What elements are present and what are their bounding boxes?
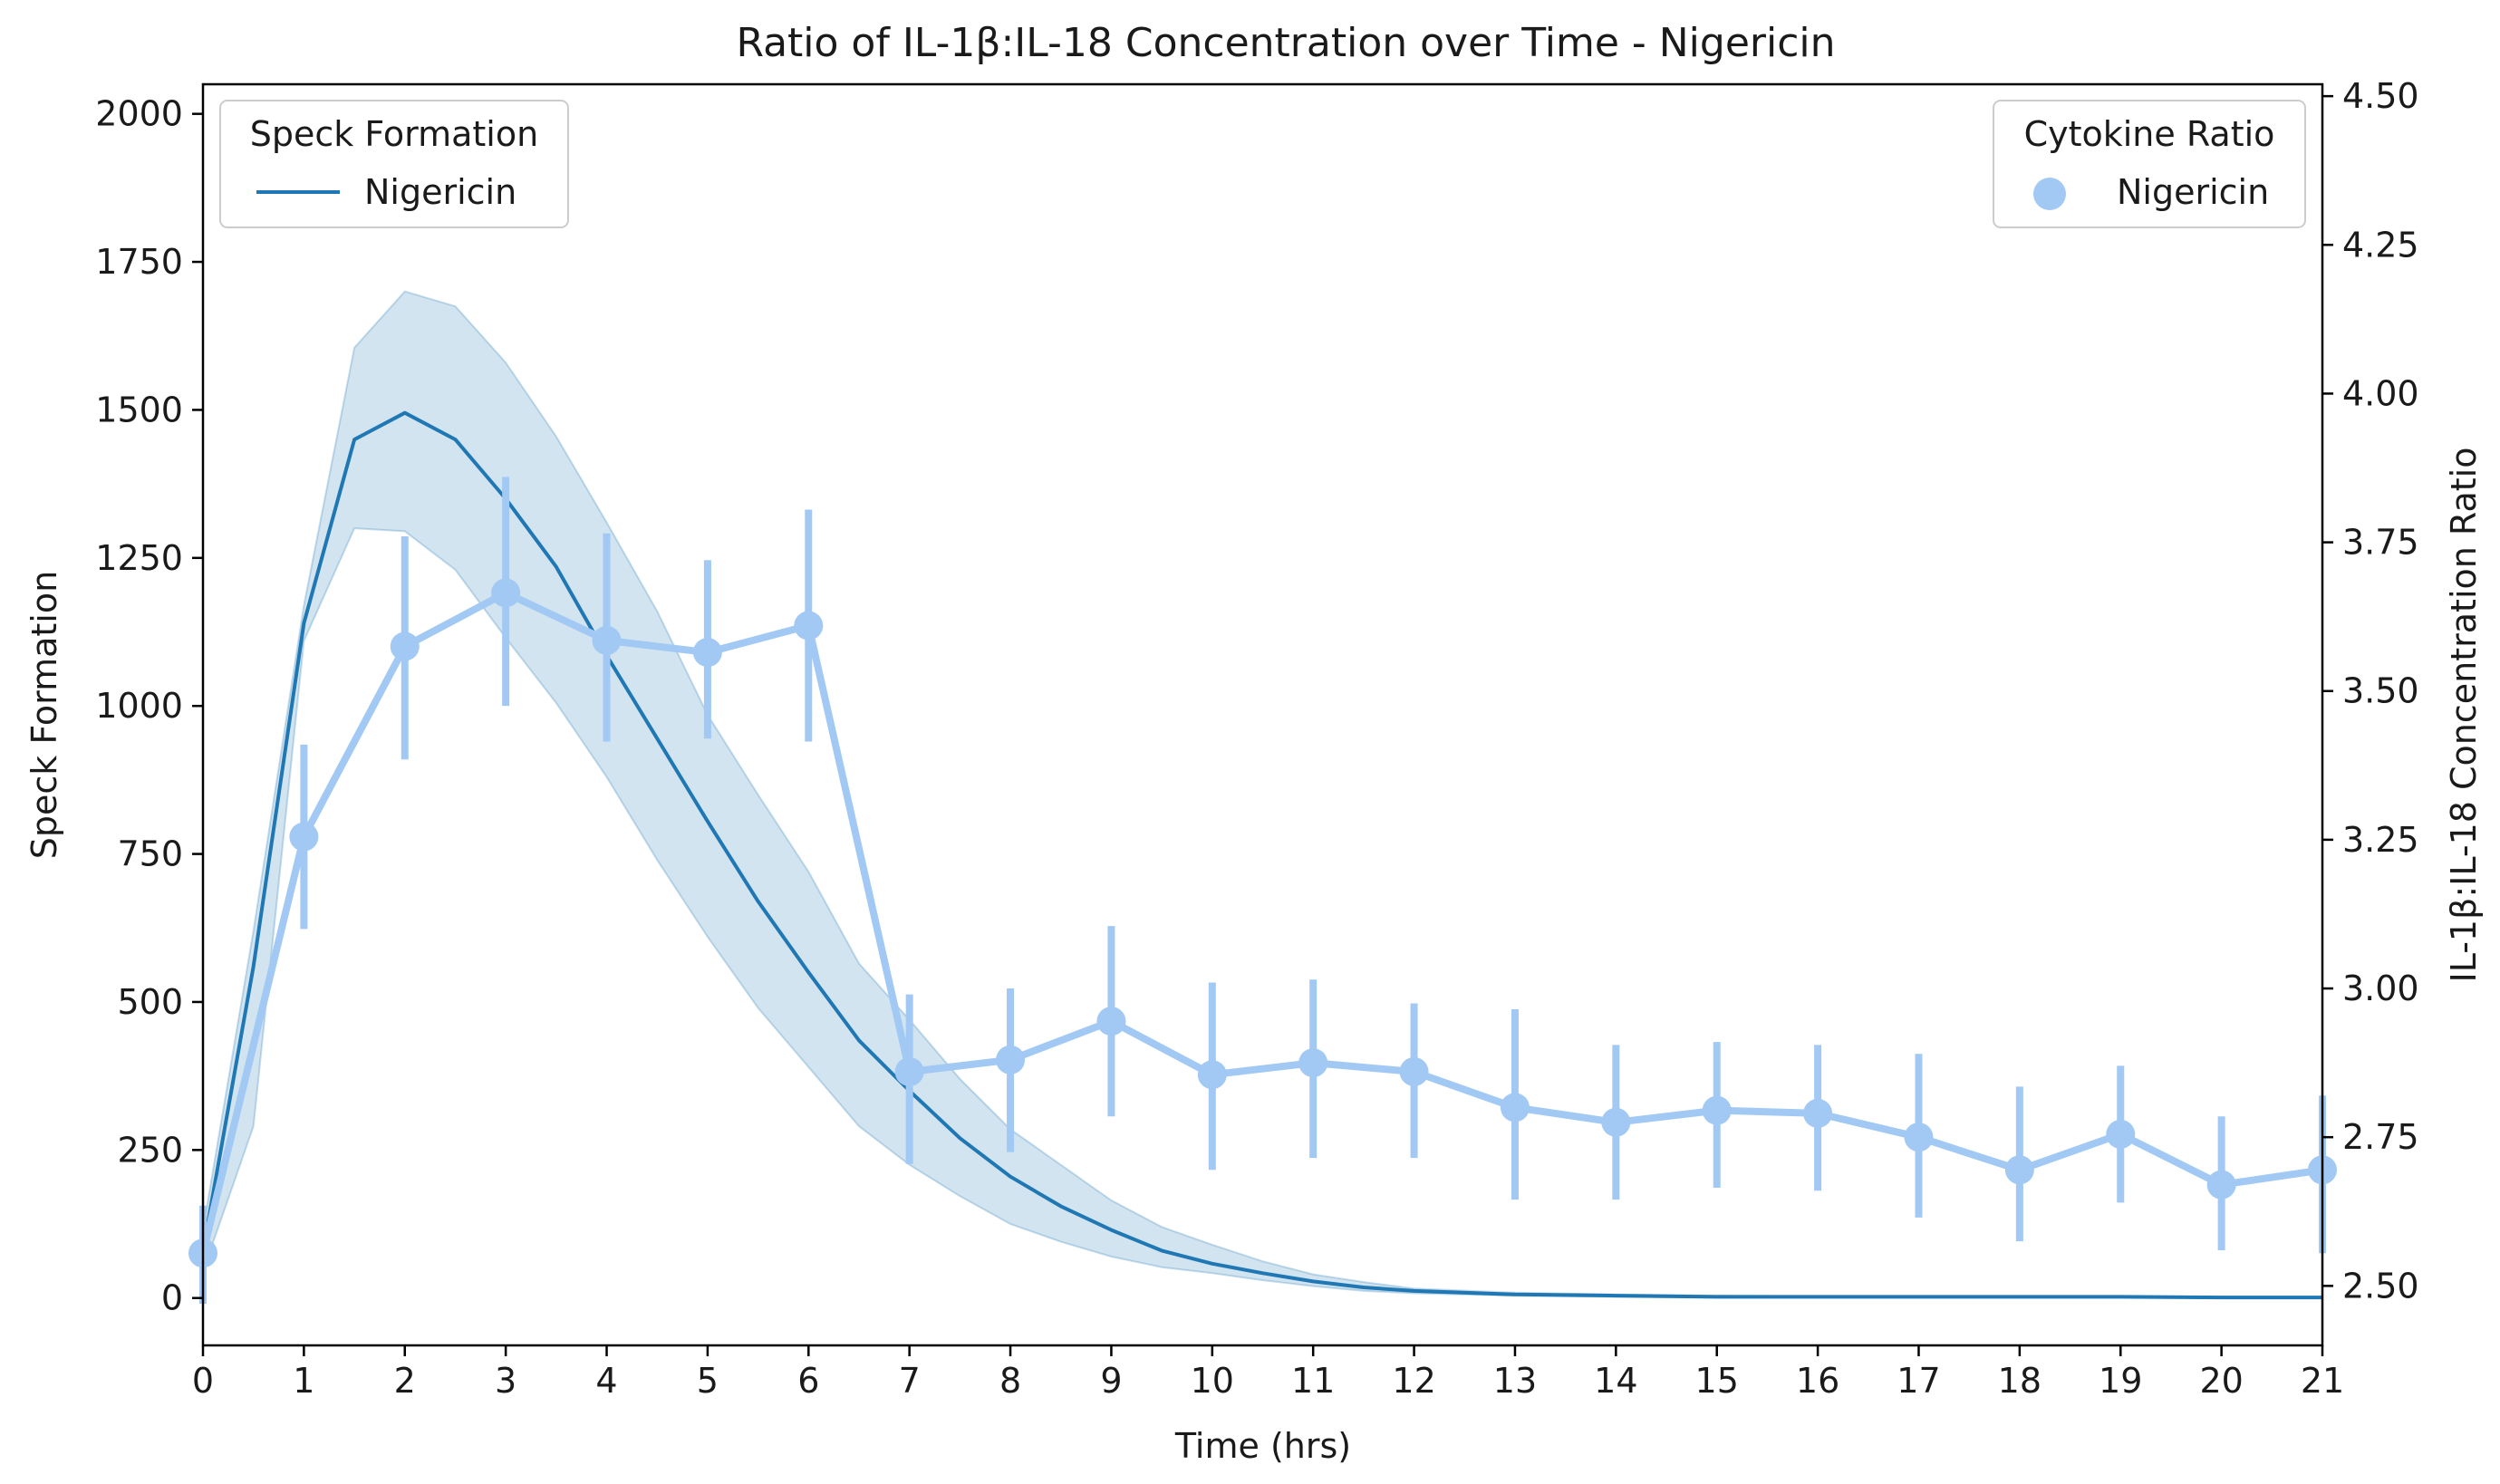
x-tick-label: 5	[697, 1361, 719, 1401]
legend-speck-formation: Speck Formation Nigericin	[219, 100, 569, 228]
ratio-point	[2206, 1170, 2236, 1200]
ratio-point	[1197, 1060, 1227, 1090]
x-tick-label: 13	[1493, 1361, 1537, 1401]
y-left-tick-label: 2000	[95, 94, 183, 134]
ratio-point	[1702, 1095, 1732, 1125]
y-right-tick-label: 3.00	[2342, 968, 2419, 1008]
ratio-point	[2004, 1155, 2034, 1185]
x-tick-label: 10	[1191, 1361, 1234, 1401]
chart-title: Ratio of IL-1β:IL-18 Concentration over …	[736, 20, 1835, 66]
x-tick-label: 18	[1998, 1361, 2042, 1401]
ratio-point	[1601, 1107, 1631, 1137]
x-axis: 0 1 2 3 4 5 6 7 8 9 10 11 12 13 14 15 16 17 18 19 20 21	[192, 1345, 2344, 1401]
ratio-point	[289, 822, 319, 852]
x-tick-label: 19	[2099, 1361, 2142, 1401]
plot-frame	[201, 82, 2324, 1347]
ratio-point	[2106, 1119, 2136, 1149]
ratio-point	[1298, 1048, 1328, 1078]
legend-cytokine-ratio: Cytokine Ratio Nigericin	[1993, 100, 2306, 228]
y-left-tick-label: 500	[117, 982, 183, 1022]
legend-speck-title: Speck Formation	[250, 114, 538, 154]
speck-line	[201, 410, 2322, 1300]
x-tick-label: 8	[999, 1361, 1021, 1401]
x-tick-label: 0	[192, 1361, 214, 1401]
x-tick-label: 16	[1796, 1361, 1839, 1401]
ratio-point	[794, 611, 824, 641]
ratio-series	[188, 477, 2337, 1305]
legend-ratio-entry: Nigericin	[2117, 172, 2269, 212]
ratio-point	[1904, 1123, 1934, 1152]
ratio-point	[996, 1045, 1026, 1074]
legend-ratio-frame	[1993, 100, 2306, 228]
y-right-tick-label: 3.50	[2342, 671, 2419, 711]
x-tick-label: 3	[495, 1361, 516, 1401]
y-left-tick-label: 0	[161, 1278, 183, 1318]
speck-series	[201, 410, 2322, 1300]
ratio-point	[692, 638, 722, 668]
y-right-tick-label: 3.75	[2342, 523, 2419, 563]
y-axis-right: 2.50 2.75 3.00 3.25 3.50 3.75 4.00 4.25 4.50	[2322, 76, 2419, 1306]
y-left-tick-label: 250	[117, 1130, 183, 1170]
y-axis-left: 0 250 500 750 1000 1250 1500 1750 2000	[95, 94, 203, 1318]
y-left-tick-label: 1750	[95, 242, 183, 282]
legend-ratio-dot-swatch	[2033, 178, 2066, 210]
y-left-tick-label: 1500	[95, 390, 183, 429]
ratio-point	[1399, 1056, 1429, 1086]
ratio-point	[1096, 1007, 1126, 1036]
y-left-tick-label: 750	[117, 834, 183, 874]
x-tick-label: 1	[293, 1361, 314, 1401]
ratio-point	[592, 625, 622, 655]
y-right-tick-label: 4.00	[2342, 373, 2419, 413]
x-tick-label: 14	[1594, 1361, 1637, 1401]
x-tick-label: 17	[1897, 1361, 1940, 1401]
legend-speck-entry: Nigericin	[364, 172, 516, 212]
y-left-tick-label: 1250	[95, 538, 183, 578]
x-tick-label: 4	[595, 1361, 617, 1401]
x-tick-label: 11	[1291, 1361, 1335, 1401]
ratio-point	[390, 631, 420, 661]
x-tick-label: 2	[394, 1361, 416, 1401]
x-tick-label: 6	[797, 1361, 819, 1401]
x-tick-label: 7	[899, 1361, 921, 1401]
x-axis-label: Time (hrs)	[1174, 1426, 1351, 1466]
ratio-line	[199, 589, 2323, 1255]
y-axis-left-label: Speck Formation	[24, 571, 64, 859]
ratio-point	[491, 578, 521, 608]
x-tick-label: 12	[1392, 1361, 1435, 1401]
y-right-tick-label: 4.50	[2342, 76, 2419, 116]
y-right-tick-label: 2.50	[2342, 1266, 2419, 1306]
x-tick-label: 21	[2301, 1361, 2344, 1401]
y-right-tick-label: 4.25	[2342, 225, 2419, 265]
x-tick-label: 20	[2199, 1361, 2243, 1401]
y-left-tick-label: 1000	[95, 686, 183, 726]
ratio-point	[1803, 1098, 1833, 1128]
plot-area	[188, 290, 2337, 1305]
legend-speck-frame	[219, 100, 569, 228]
x-tick-label: 15	[1695, 1361, 1739, 1401]
ratio-point	[1500, 1093, 1530, 1123]
x-tick-label: 9	[1100, 1361, 1122, 1401]
y-axis-right-label: IL-1β:IL-18 Concentration Ratio	[2444, 448, 2484, 983]
y-right-tick-label: 3.25	[2342, 820, 2419, 860]
ratio-point	[894, 1056, 924, 1086]
y-right-tick-label: 2.75	[2342, 1117, 2419, 1157]
legend-ratio-title: Cytokine Ratio	[2024, 114, 2275, 154]
